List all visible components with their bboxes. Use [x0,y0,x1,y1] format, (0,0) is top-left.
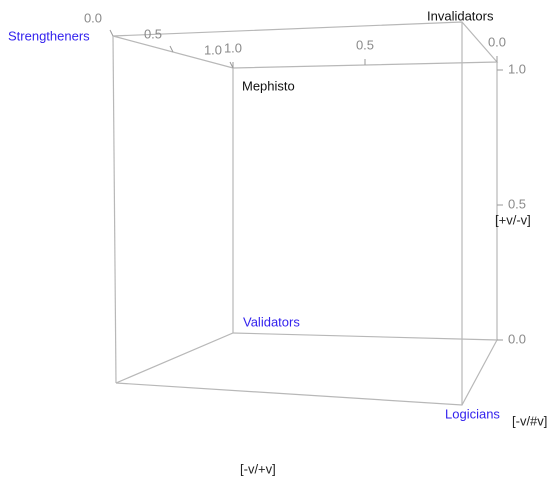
corner-label: Validators [243,314,300,329]
cube-edge [115,332,498,406]
tick-mark [169,45,174,53]
tick-label: 1.0 [204,42,222,57]
tick-label: 0.0 [508,331,526,346]
corner-label: Strengtheners [8,28,90,43]
corner-label: Mephisto [242,78,295,93]
cube-edge [112,35,117,384]
cube-edge [112,21,499,69]
axis-label: [+v/-v] [495,212,531,227]
corner-label: Logicians [445,406,500,421]
tick-mark [109,29,114,37]
axis-label: [-v/+v] [240,461,276,476]
axis-label: [-v/#v] [512,413,547,428]
tick-label: 0.0 [488,34,506,49]
tick-label: 0.5 [144,26,162,41]
tick-label: 0.5 [356,37,374,52]
tick-label: 0.0 [84,10,102,25]
tick-label: 1.0 [224,40,242,55]
tick-label: 1.0 [508,61,526,76]
cube [112,21,499,406]
tick-label: 0.5 [508,196,526,211]
corner-label: Invalidators [427,8,494,23]
